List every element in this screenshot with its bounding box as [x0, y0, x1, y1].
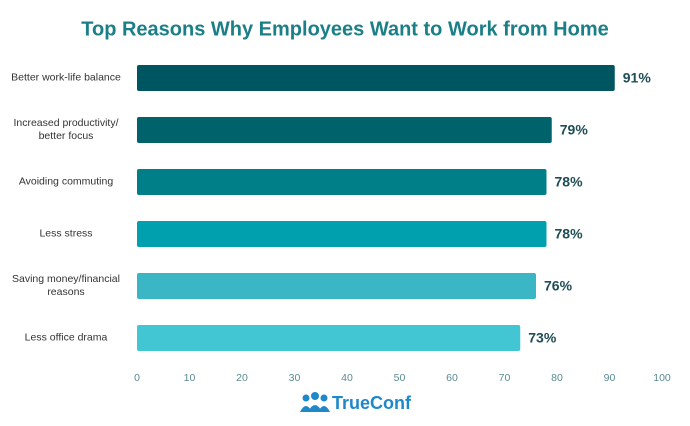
value-label: 78% — [555, 226, 584, 242]
x-tick-label: 20 — [236, 372, 248, 384]
value-label: 79% — [560, 122, 589, 138]
category-label: Better work-life balance — [11, 71, 121, 84]
logo-text: TrueConf — [332, 393, 412, 413]
x-tick-label: 50 — [394, 372, 406, 384]
bar — [137, 169, 547, 195]
category-label: Avoiding commuting — [18, 175, 114, 188]
bar — [137, 221, 547, 247]
bar — [137, 273, 536, 299]
bar — [137, 65, 615, 91]
logo-icon — [300, 392, 330, 412]
category-label: Increased productivity/ better focus — [13, 117, 119, 142]
bar — [137, 117, 552, 143]
chart-title: Top Reasons Why Employees Want to Work f… — [81, 18, 608, 40]
value-label: 73% — [528, 330, 557, 346]
category-label: Saving money/financial reasons — [12, 273, 120, 298]
x-tick-label: 40 — [341, 372, 353, 384]
value-label: 78% — [555, 174, 584, 190]
value-label: 91% — [623, 70, 652, 86]
x-tick-label: 60 — [446, 372, 458, 384]
x-tick-label: 30 — [289, 372, 301, 384]
x-tick-label: 80 — [551, 372, 563, 384]
x-tick-label: 70 — [499, 372, 511, 384]
value-label: 76% — [544, 278, 573, 294]
x-tick-label: 0 — [134, 372, 140, 384]
bar — [137, 325, 521, 351]
x-tick-label: 90 — [604, 372, 616, 384]
category-label: Less office drama — [24, 331, 108, 344]
x-tick-label: 100 — [653, 372, 671, 384]
x-tick-label: 10 — [184, 372, 196, 384]
category-label: Less stress — [39, 227, 93, 240]
